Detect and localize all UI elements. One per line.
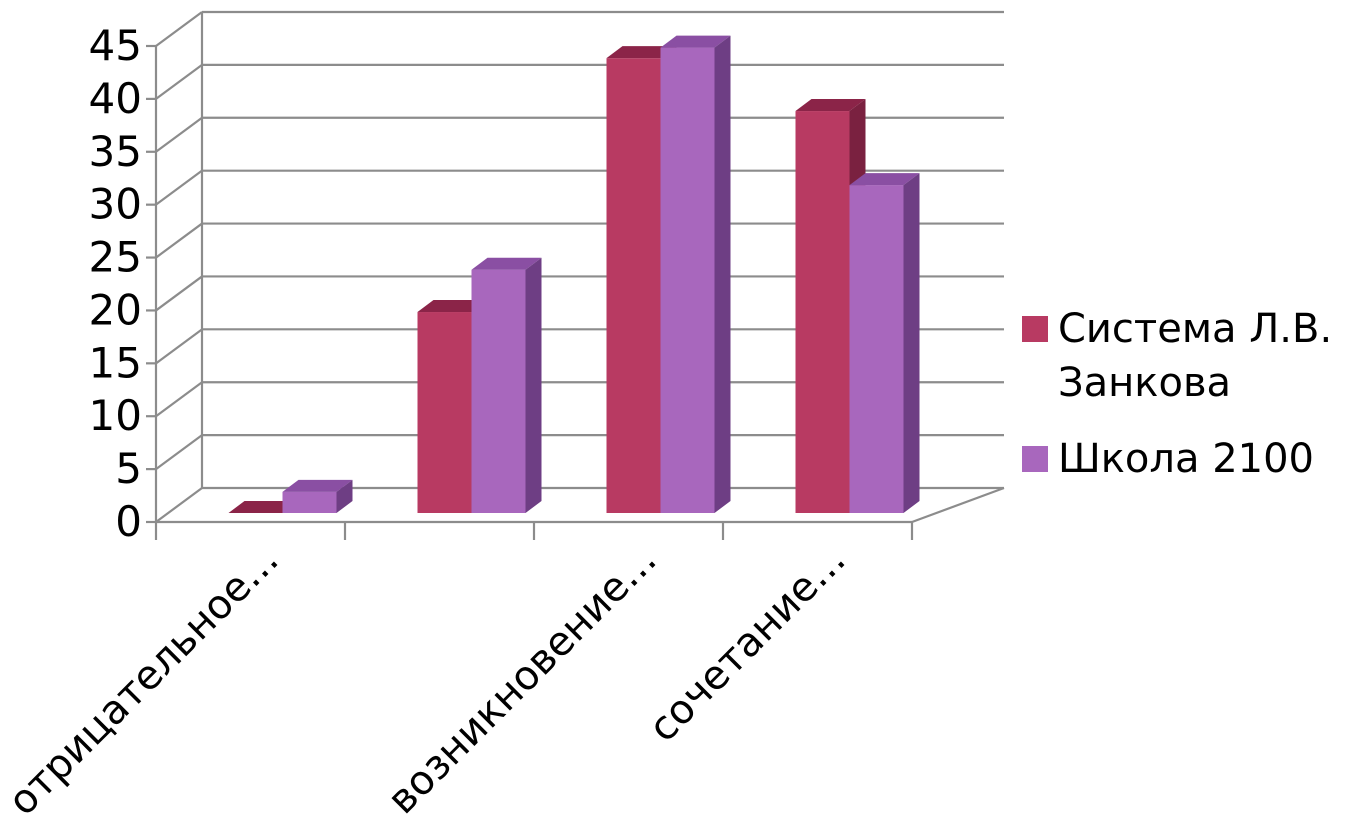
y-tick-label: 35 [89, 127, 142, 176]
gridline-wall [155, 275, 203, 312]
bar-front [795, 111, 850, 514]
y-tick-label: 45 [89, 21, 142, 70]
floor-right-edge [911, 486, 1005, 524]
legend-label: Школа 2100 [1058, 436, 1314, 482]
bar-front [417, 312, 472, 513]
x-tick-label: сочетание... [640, 537, 855, 752]
gridline-wall [155, 381, 203, 418]
bar-side [714, 35, 731, 513]
bar-top [795, 99, 866, 112]
y-tick-label: 40 [89, 74, 142, 123]
bar-top [606, 46, 677, 59]
bar-side [336, 479, 353, 513]
x-tick-label: отрицательное... [0, 537, 288, 825]
legend-label: Система Л.В. [1058, 306, 1332, 352]
gridline-wall [155, 169, 203, 206]
bar-side [903, 173, 920, 514]
y-tick-label: 30 [89, 180, 142, 229]
gridline-wall [155, 487, 203, 523]
bar-top [849, 173, 920, 186]
bar-top [660, 35, 731, 48]
bar-front [471, 269, 526, 513]
gridline-wall [155, 64, 203, 100]
gridline-wall [155, 222, 203, 259]
y-tick-label: 25 [89, 233, 142, 282]
bar-top [228, 501, 299, 513]
y-tick-label: 5 [115, 444, 142, 493]
y-tick-label: 15 [89, 338, 142, 387]
gridline-wall [155, 434, 203, 470]
gridline-wall [155, 11, 203, 47]
x-tick-label: возникновение... [379, 537, 666, 824]
y-tick-label: 0 [115, 497, 142, 546]
legend-label: Занкова [1058, 360, 1231, 406]
bar-front [282, 491, 337, 513]
bar-front [606, 58, 661, 514]
gridline-wall [155, 116, 203, 153]
bar-front [849, 185, 904, 514]
bar-top [417, 300, 488, 313]
bar-top [471, 257, 542, 270]
gridline-wall [155, 328, 203, 365]
y-tick-label: 10 [89, 391, 142, 440]
bar-front [660, 47, 715, 513]
y-tick-label: 20 [89, 285, 142, 334]
legend-swatch [1022, 446, 1048, 472]
legend-swatch [1022, 316, 1048, 342]
bar-side [525, 257, 542, 513]
bars-group [228, 35, 920, 514]
legend: Система Л.В. Занкова Школа 2100 [1022, 306, 1332, 482]
bar-top [282, 479, 353, 492]
